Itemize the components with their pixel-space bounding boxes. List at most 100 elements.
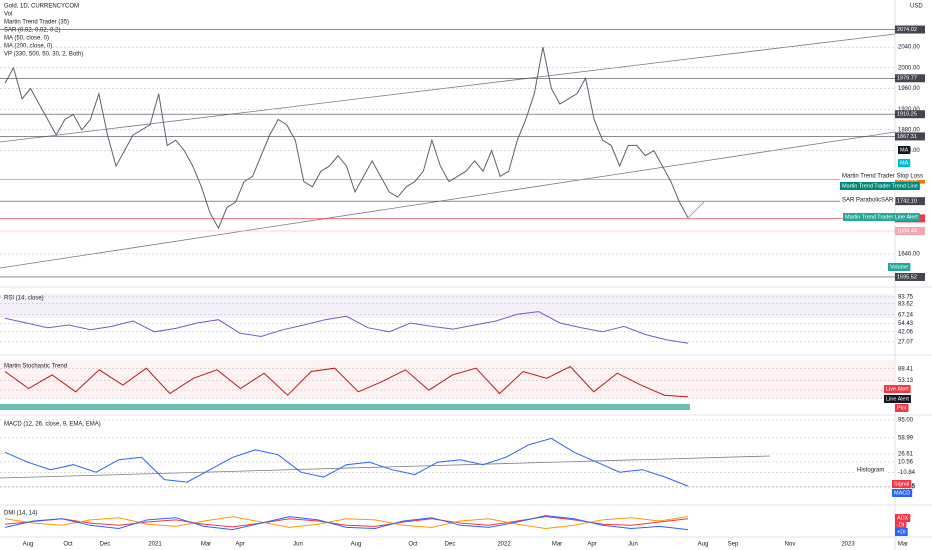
- time-label: Aug: [23, 542, 34, 548]
- indicator-label: Line Alert: [886, 396, 909, 402]
- series-line: [4, 516, 689, 528]
- study-label: MA (50, close, 0): [4, 36, 49, 42]
- study-label: SAR (0.02, 0.02, 0.2): [4, 28, 60, 34]
- time-label: Mar: [898, 542, 908, 548]
- indicator-badge: [895, 521, 907, 529]
- indicator-label: Martin Trend Trader Line Alert: [845, 214, 918, 220]
- trend-line: [0, 131, 896, 269]
- y-tick-label: 1640.00: [898, 252, 920, 258]
- time-label: Aug: [698, 542, 709, 548]
- indicator-label: +DI: [897, 529, 906, 535]
- y-tick-label: 58.99: [898, 435, 914, 441]
- y-tick-label: 83.62: [898, 301, 914, 307]
- indicator-badge: [892, 480, 912, 488]
- indicator-label: Volume: [890, 264, 908, 270]
- time-label: Oct: [408, 542, 418, 548]
- y-tick-label: 42.06: [898, 329, 914, 335]
- y-tick-label: 27.07: [898, 339, 914, 345]
- indicator-badge: [884, 385, 911, 393]
- series-line: [4, 516, 689, 530]
- y-tick-label: 53.13: [898, 378, 914, 384]
- indicator-label: MACD: [894, 490, 910, 496]
- series-line: [4, 515, 689, 531]
- level-badge: [895, 226, 925, 235]
- indicator-label: Plot: [897, 405, 907, 411]
- y-tick-label: 1920.00: [898, 107, 920, 113]
- level-label: 1742.10: [897, 199, 917, 205]
- level-badge: [895, 25, 925, 34]
- y-tick-label: 1960.00: [898, 86, 920, 92]
- pane-title: MACD (12, 26, close, 9, EMA, EMA): [4, 422, 101, 428]
- series-line: [4, 46, 689, 230]
- rsi-band: [0, 294, 895, 318]
- indicator-badge: [898, 159, 911, 167]
- time-label: Dec: [100, 542, 111, 548]
- level-badge: [895, 197, 925, 206]
- time-label: Aug: [351, 542, 362, 548]
- indicator-badge: [895, 514, 911, 522]
- symbol: Gold, 1D, CURRENCYCOM: [4, 4, 79, 10]
- series-line: [4, 365, 689, 398]
- pane-title: RSI (14, close): [4, 296, 44, 302]
- time-label: Apr: [587, 542, 596, 548]
- study-label: VP (330, 500, 50, 30, 2, Both): [4, 52, 83, 58]
- indicator-badge: [884, 395, 911, 403]
- y-tick-label: 93.75: [898, 294, 914, 300]
- indicator-badge: [888, 263, 911, 271]
- y-tick-label: -10.84: [898, 470, 916, 476]
- y-tick-label: 54.43: [898, 321, 914, 327]
- y-tick-label: 2000.00: [898, 65, 920, 71]
- stoch-band: [0, 360, 895, 398]
- indicator-badge: [855, 466, 887, 474]
- time-label: 2022: [497, 542, 511, 548]
- level-badge: [895, 132, 925, 141]
- time-label: Jun: [293, 542, 303, 548]
- level-badge: [895, 74, 925, 83]
- level-label: 1595.52: [897, 274, 917, 280]
- y-tick-label: 95.00: [898, 418, 914, 424]
- study-label: Vol: [4, 12, 12, 18]
- arrow: [687, 201, 705, 219]
- indicator-badge: [895, 404, 909, 412]
- y-tick-label: 67.24: [898, 312, 914, 318]
- indicator-label: ADX: [897, 515, 909, 521]
- study-label: Martin Trend Trader (35): [4, 20, 69, 26]
- level-label: 1910.25: [897, 112, 917, 118]
- time-label: Mar: [201, 542, 211, 548]
- series-line: [4, 437, 689, 487]
- indicator-label: Martin Trend Trader Stop Loss: [842, 174, 923, 180]
- y-tick-label: 26.61: [898, 452, 914, 458]
- time-label: Sep: [728, 542, 739, 548]
- time-label: Jun: [628, 542, 638, 548]
- pane-title: Martin Stochastic Trend: [4, 364, 67, 370]
- time-label: 2023: [841, 542, 855, 548]
- indicator-label: Live Alert: [886, 386, 909, 392]
- level-badge: [895, 110, 925, 119]
- study-label: MA (200, close, 0): [4, 44, 52, 50]
- time-label: 2021: [148, 542, 162, 548]
- time-label: Oct: [63, 542, 73, 548]
- indicator-badge: [843, 213, 920, 221]
- indicator-badge: [898, 146, 911, 154]
- series-line: [4, 311, 689, 344]
- level-label: 1979.77: [897, 76, 917, 82]
- indicator-badge: [840, 172, 926, 180]
- level-badge: [895, 272, 925, 281]
- time-label: Nov: [785, 542, 796, 548]
- y-tick-label: 1880.00: [898, 127, 920, 133]
- indicator-label: -DI: [897, 522, 905, 528]
- trend-meter: [0, 404, 690, 410]
- indicator-badge: [895, 528, 908, 536]
- header: Gold, 1D, CURRENCYCOM USD: [4, 4, 923, 10]
- level-label: 1783.60: [897, 177, 917, 183]
- y-tick-label: 88.41: [898, 366, 914, 372]
- indicator-badge: [840, 182, 920, 190]
- currency: USD: [910, 4, 923, 10]
- indicator-label: Martin Trend Trader Trend Line: [842, 183, 918, 189]
- y-tick-label: 2040.00: [898, 45, 920, 51]
- indicator-badge: [840, 196, 896, 204]
- indicator-label: Signal: [894, 481, 909, 487]
- trend-line: [0, 33, 896, 143]
